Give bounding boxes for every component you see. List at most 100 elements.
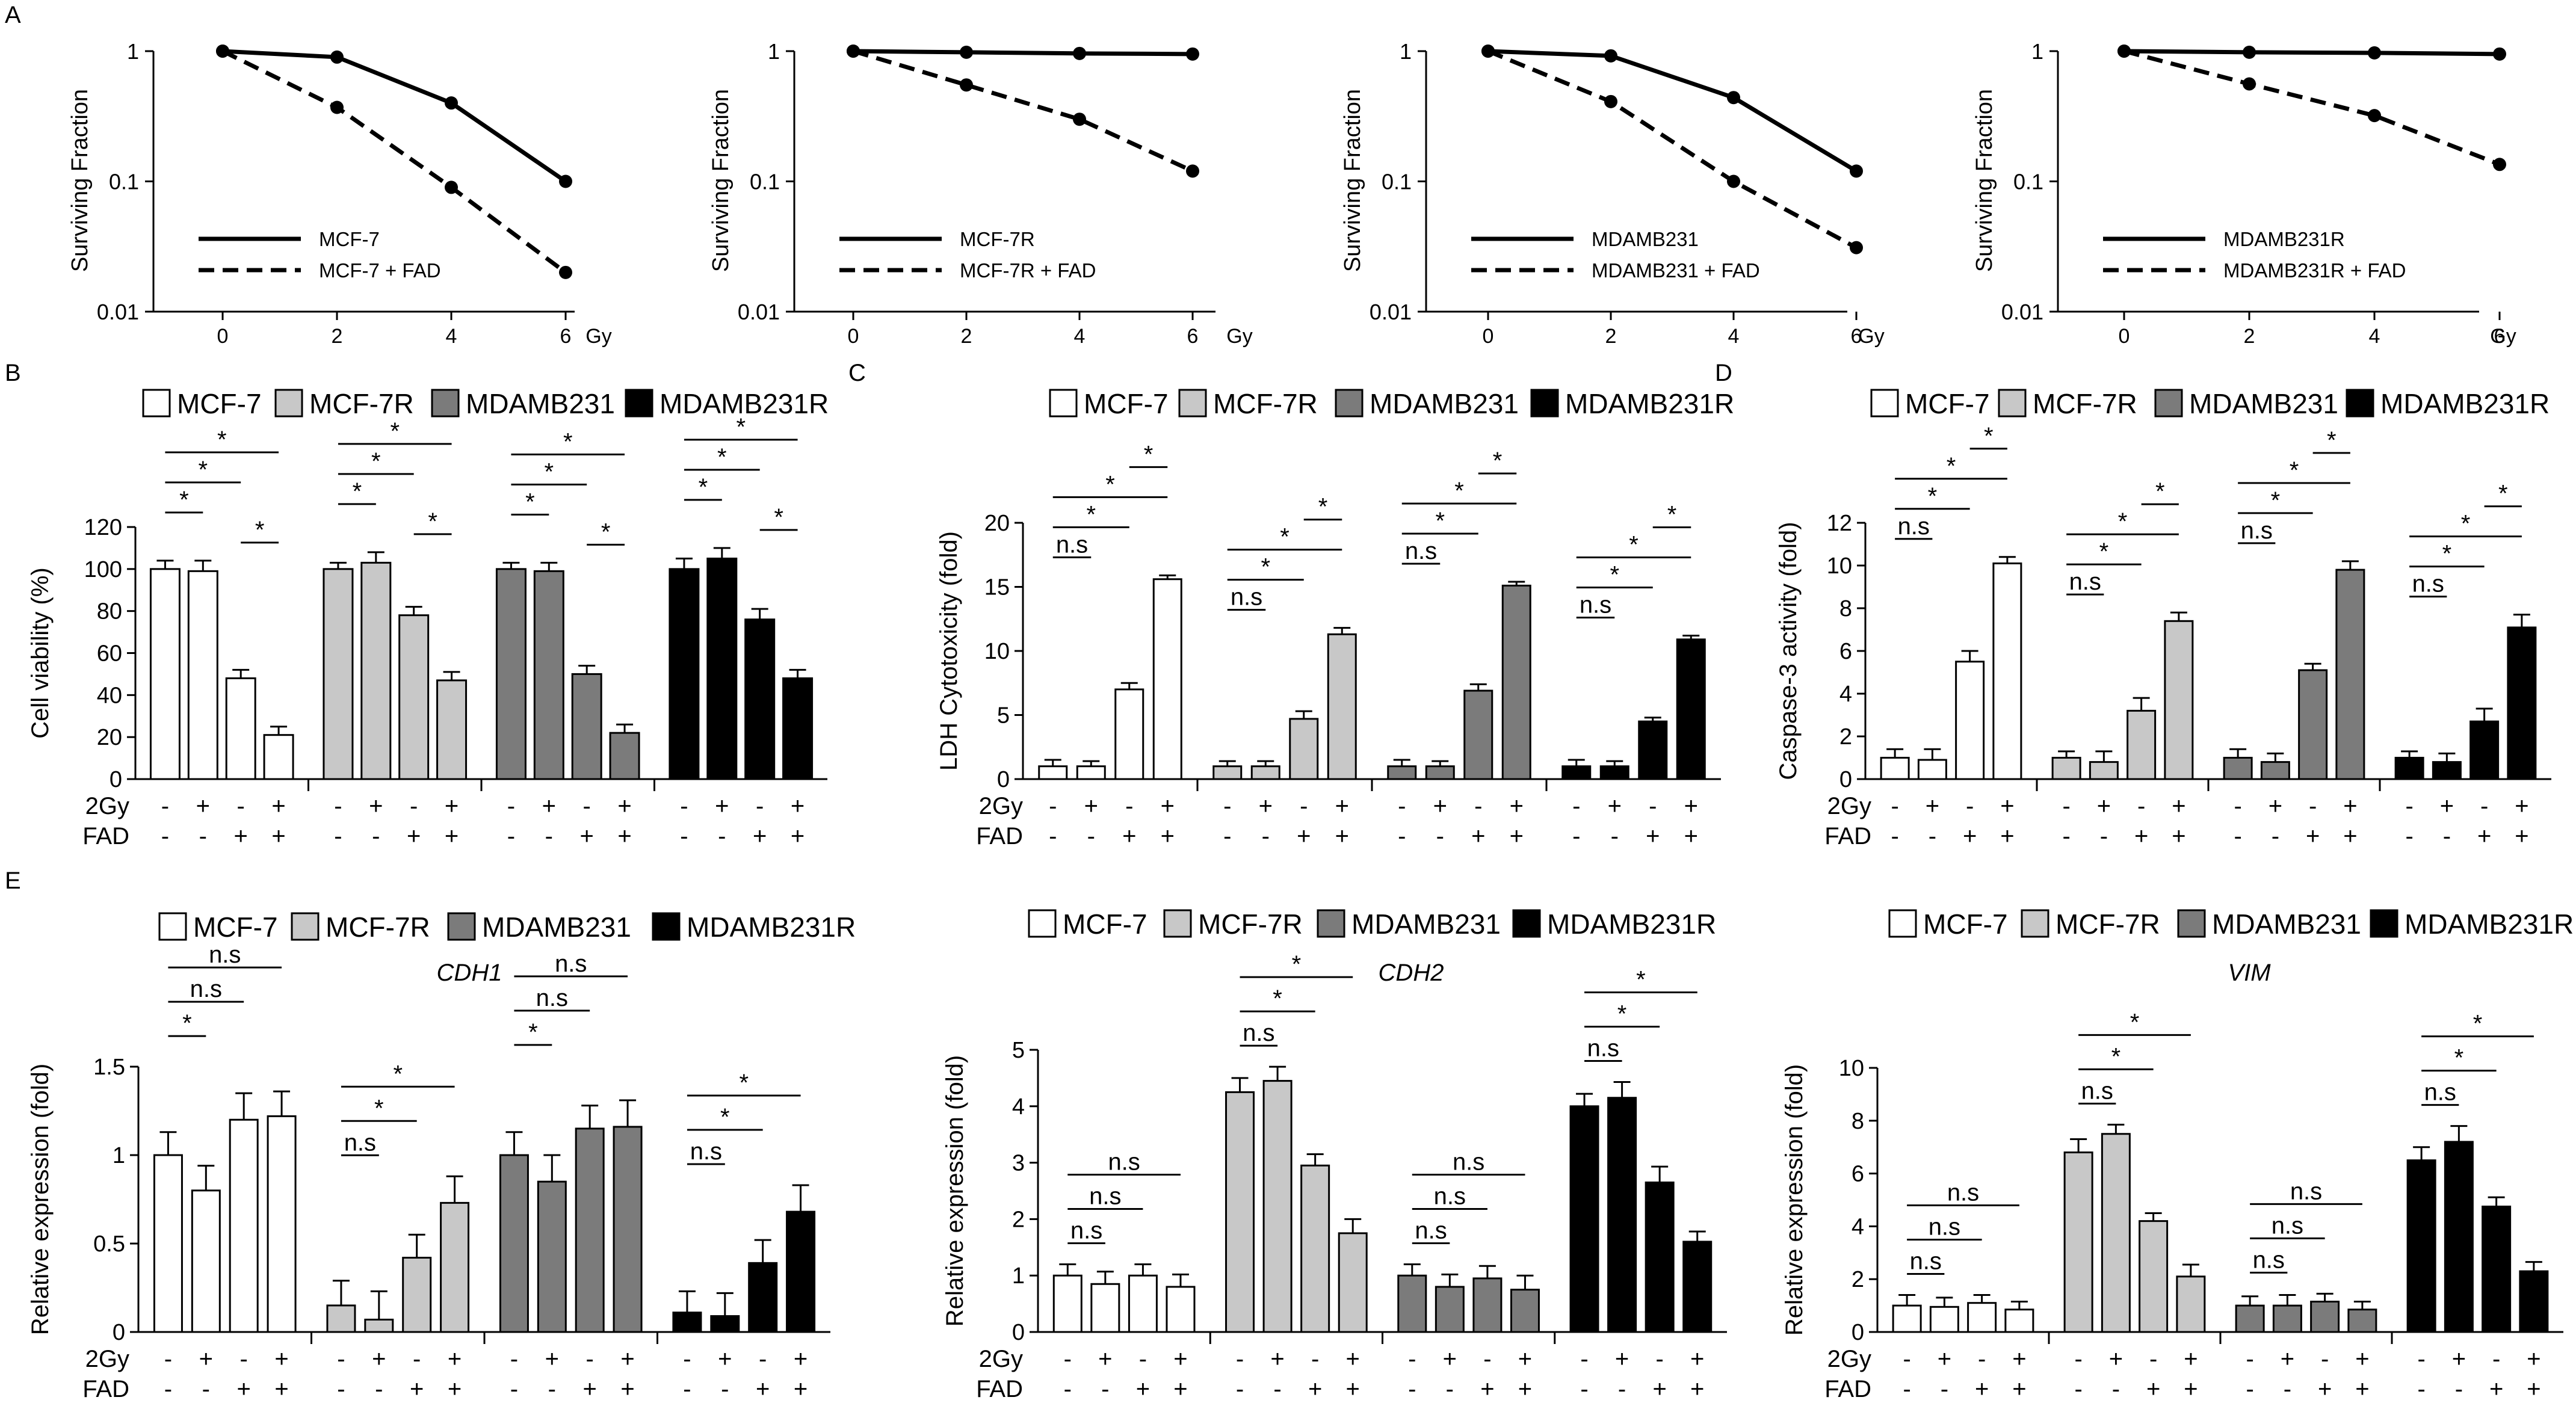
x-tick-label: 6 bbox=[1187, 325, 1199, 348]
significance-star: * bbox=[1617, 1000, 1627, 1027]
significance-ns: n.s bbox=[1056, 531, 1088, 558]
x-unit-label: Gy bbox=[585, 325, 611, 348]
legend-label: MDAMB231 bbox=[1370, 388, 1519, 419]
significance-star: * bbox=[1629, 531, 1639, 558]
treatment-sign: - bbox=[372, 823, 380, 849]
legend-swatch bbox=[1870, 389, 1899, 418]
bar bbox=[2127, 709, 2157, 780]
legend-label: MDAMB231 bbox=[482, 911, 631, 943]
treatment-sign: - bbox=[583, 793, 591, 819]
bar bbox=[533, 570, 564, 780]
y-tick-label: 3 bbox=[1012, 1151, 1025, 1176]
treatment-sign: - bbox=[1262, 823, 1270, 849]
treatment-sign: - bbox=[2417, 1376, 2425, 1402]
bar bbox=[2444, 1141, 2474, 1333]
legend-label: MCF-7 + FAD bbox=[319, 259, 441, 282]
y-axis-label: Cell viability (%) bbox=[27, 567, 54, 739]
legend-swatch bbox=[2021, 909, 2049, 938]
legend-swatch bbox=[1512, 909, 1541, 938]
treatment-sign: + bbox=[1297, 823, 1311, 849]
treatment-sign: - bbox=[1572, 823, 1580, 849]
treatment-sign: - bbox=[683, 1376, 691, 1402]
bar bbox=[2235, 1304, 2265, 1333]
y-axis-label: Caspase-3 activity (fold) bbox=[1775, 522, 1802, 780]
treatment-sign: - bbox=[1398, 823, 1406, 849]
treatment-sign: - bbox=[548, 1376, 556, 1402]
bar bbox=[2101, 1133, 2131, 1333]
treatment-sign: - bbox=[1223, 823, 1231, 849]
significance-star: * bbox=[1261, 554, 1270, 581]
x-tick-label: 2 bbox=[332, 325, 343, 348]
bar bbox=[537, 1180, 567, 1333]
significance-star: * bbox=[428, 508, 437, 535]
treatment-sign: + bbox=[2527, 1376, 2540, 1402]
treatment-sign: + bbox=[445, 823, 459, 849]
bar bbox=[2089, 761, 2119, 780]
bar bbox=[495, 568, 527, 780]
treatment-sign: + bbox=[1975, 1376, 1989, 1402]
bar bbox=[1128, 1274, 1158, 1333]
x-tick-label: 6 bbox=[2494, 325, 2506, 348]
legend-swatch bbox=[1028, 909, 1057, 938]
treatment-sign: + bbox=[1684, 793, 1698, 819]
y-tick-label: 0.1 bbox=[109, 170, 139, 194]
legend-label: MCF-7R bbox=[309, 388, 414, 419]
significance-star: * bbox=[1667, 501, 1677, 528]
panel-label-D: D bbox=[1715, 360, 1732, 386]
bar bbox=[748, 1262, 778, 1333]
treatment-sign: + bbox=[1346, 1376, 1360, 1402]
series-line-control bbox=[2124, 49, 2500, 57]
x-tick-label: 4 bbox=[1728, 325, 1740, 348]
significance-star: * bbox=[2461, 511, 2471, 537]
bar bbox=[1289, 718, 1319, 780]
significance-star: * bbox=[2155, 478, 2165, 505]
treatment-sign: + bbox=[2440, 793, 2454, 819]
bar bbox=[669, 568, 700, 780]
significance-star: * bbox=[393, 1061, 403, 1087]
y-tick-label: 2 bbox=[1012, 1207, 1025, 1232]
legend-label: MDAMB231 bbox=[2212, 908, 2361, 940]
treatment-sign: + bbox=[620, 1346, 634, 1372]
bar-chart-D: MCF-7 MCF-7R MDAMB231 MDAMB231R 0 2 4 6 8 10 12 Cas… bbox=[1775, 388, 2551, 849]
treatment-sign: + bbox=[1335, 823, 1349, 849]
bar bbox=[1880, 757, 1910, 780]
treatment-sign: - bbox=[718, 823, 726, 849]
bar-chart-E2: MCF-7 MCF-7R MDAMB231 MDAMB231R CDH2 0 1 2 3 4 5 Re… bbox=[942, 908, 1727, 1402]
legend-swatch bbox=[1163, 909, 1192, 938]
treatment-sign: - bbox=[2492, 1346, 2500, 1372]
treatment-sign: + bbox=[1346, 1346, 1360, 1372]
treatment-sign: + bbox=[1471, 823, 1485, 849]
bar bbox=[1435, 1286, 1465, 1333]
significance-star: * bbox=[2111, 1043, 2121, 1070]
bar bbox=[263, 734, 294, 780]
treatment-sign: + bbox=[1510, 793, 1524, 819]
legend-label: MDAMB231 bbox=[1351, 908, 1501, 940]
panel-label-B: B bbox=[5, 360, 21, 386]
significance-ns: n.s bbox=[1929, 1214, 1960, 1241]
legend-swatch bbox=[274, 389, 303, 418]
significance-star: * bbox=[1947, 453, 1956, 479]
treatment-sign: - bbox=[1223, 793, 1231, 819]
legend-label: MCF-7R + FAD bbox=[960, 259, 1096, 282]
treatment-sign: + bbox=[1652, 1376, 1666, 1402]
treatment-sign: + bbox=[2012, 1376, 2026, 1402]
significance-ns: n.s bbox=[2272, 1212, 2303, 1239]
bar bbox=[1038, 765, 1068, 780]
treatment-sign: + bbox=[1084, 793, 1098, 819]
treatment-sign: + bbox=[410, 1376, 424, 1402]
treatment-sign: + bbox=[2000, 823, 2014, 849]
treatment-sign: + bbox=[2134, 823, 2148, 849]
significance-star: * bbox=[2099, 538, 2109, 565]
bar bbox=[2469, 720, 2500, 780]
significance-ns: n.s bbox=[690, 1138, 722, 1165]
data-point bbox=[1186, 164, 1199, 178]
treatment-sign: - bbox=[2246, 1346, 2253, 1372]
treatment-sign: - bbox=[721, 1376, 729, 1402]
treatment-sign: - bbox=[545, 823, 553, 849]
y-tick-label: 1 bbox=[127, 39, 139, 64]
legend-swatch bbox=[1530, 389, 1559, 418]
legend-label: MDAMB231R + FAD bbox=[2223, 259, 2406, 282]
significance-star: * bbox=[1318, 494, 1328, 520]
data-point bbox=[2368, 109, 2381, 123]
significance-star: * bbox=[1144, 441, 1154, 467]
